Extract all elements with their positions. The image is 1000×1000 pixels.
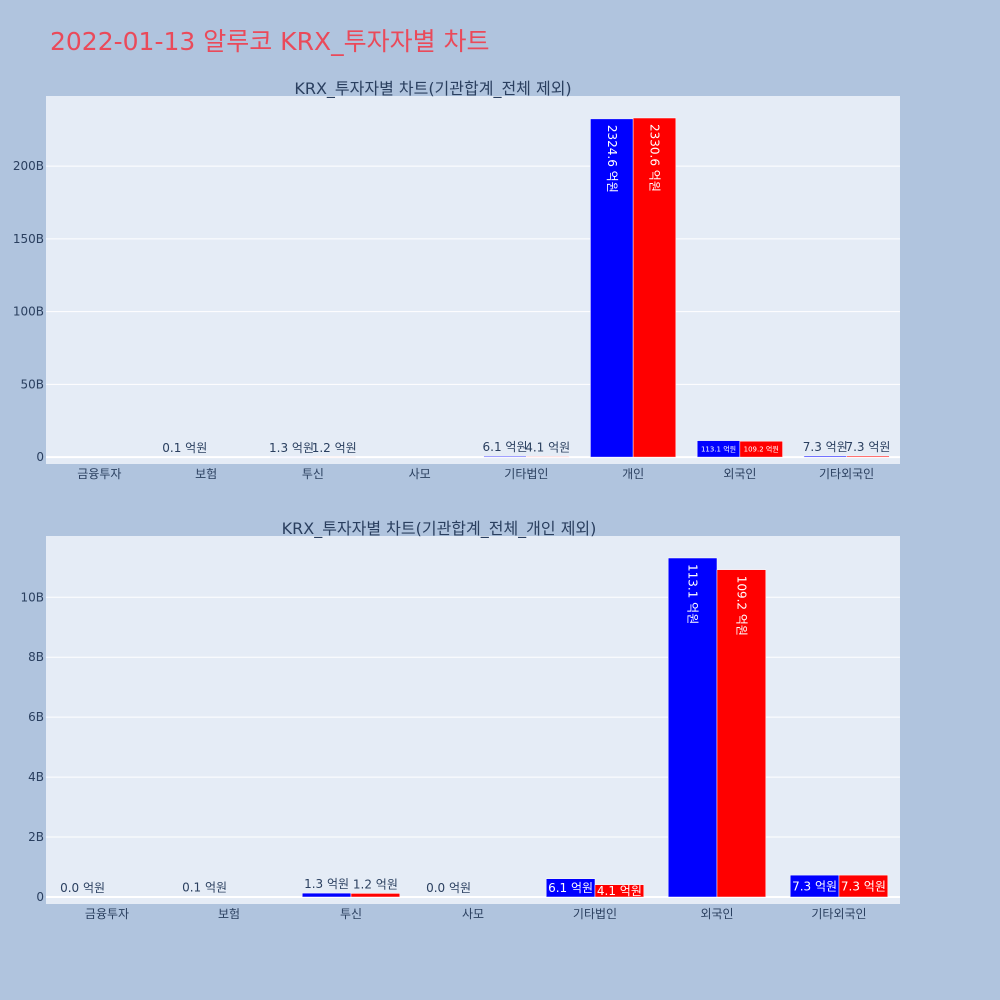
plot-area [46,96,900,464]
y-tick-label: 50B [20,377,44,391]
x-tick-label: 투신 [340,907,362,921]
subplot-title: KRX_투자자별 차트(기관합계_전체_개인 제외) [282,519,597,539]
y-tick-label: 6B [28,710,44,724]
data-label: 6.1 억원 [548,881,593,895]
y-tick-label: 2B [28,830,44,844]
data-label: 7.3 억원 [803,440,848,454]
data-label: 1.3 억원 [304,877,349,891]
data-label: 2324.6 억원 [605,125,619,193]
x-tick-label: 금융투자 [85,907,129,921]
chart-top: 0 50B 100B 150B 200B KRX_투자자별 차트(기관합계_전체 제외) 금… [13,79,900,481]
bar [526,456,570,458]
data-label: 0.0 억원 [60,881,105,895]
data-label: 1.2 억원 [353,877,398,891]
x-tick-label: 금융투자 [77,467,121,481]
data-label: 0.1 억원 [182,881,227,895]
bar [301,892,352,898]
data-label: 113.1 억원 [686,564,700,624]
y-tick-label: 10B [20,590,44,604]
data-label: 7.3 억원 [792,879,837,893]
y-tick-label: 0 [36,450,44,464]
x-tick-label: 투신 [302,467,324,481]
y-tick-label: 4B [28,770,44,784]
x-tick-label: 기타외국인 [811,907,866,921]
data-label: 6.1 억원 [483,440,528,454]
x-tick-label: 외국인 [700,907,733,921]
plot-area [46,536,900,904]
y-tick-label: 0 [36,890,44,904]
bar [590,118,634,458]
x-tick-label: 기타법인 [573,907,617,921]
bar [838,874,889,898]
x-tick-label: 보험 [218,907,240,921]
bar [739,440,783,458]
bar [350,893,401,898]
x-tick-label: 보험 [195,467,217,481]
data-label: 2330.6 억원 [647,124,661,192]
data-label: 0.0 억원 [426,881,471,895]
bar [846,455,890,458]
y-tick-label: 100B [13,305,44,319]
bar [632,117,677,458]
y-tick-label: 200B [13,159,44,173]
x-tick-label: 사모 [409,467,431,481]
data-label: 109.2 억원 [744,445,779,454]
data-label: 1.2 억원 [312,441,357,455]
x-tick-label: 외국인 [723,467,756,481]
x-tick-label: 기타법인 [504,467,548,481]
data-label: 4.1 억원 [525,440,570,454]
bar [667,557,718,898]
y-tick-label: 150B [13,232,44,246]
y-tick-label: 8B [28,650,44,664]
data-label: 109.2 억원 [734,576,748,636]
page-title: 2022-01-13 알루코 KRX_투자자별 차트 [50,27,490,56]
x-tick-label: 사모 [462,907,484,921]
data-label: 7.3 억원 [841,879,886,893]
x-tick-label: 기타외국인 [819,467,874,481]
x-tick-label: 개인 [622,467,644,481]
data-label: 0.1 억원 [162,441,207,455]
data-label: 1.3 억원 [269,441,314,455]
bar [594,884,645,898]
data-label: 113.1 억원 [701,444,736,453]
data-label: 7.3 억원 [845,440,890,454]
data-label: 4.1 억원 [597,884,642,898]
bar [716,569,767,898]
subplot-title: KRX_투자자별 차트(기관합계_전체 제외) [294,79,571,99]
